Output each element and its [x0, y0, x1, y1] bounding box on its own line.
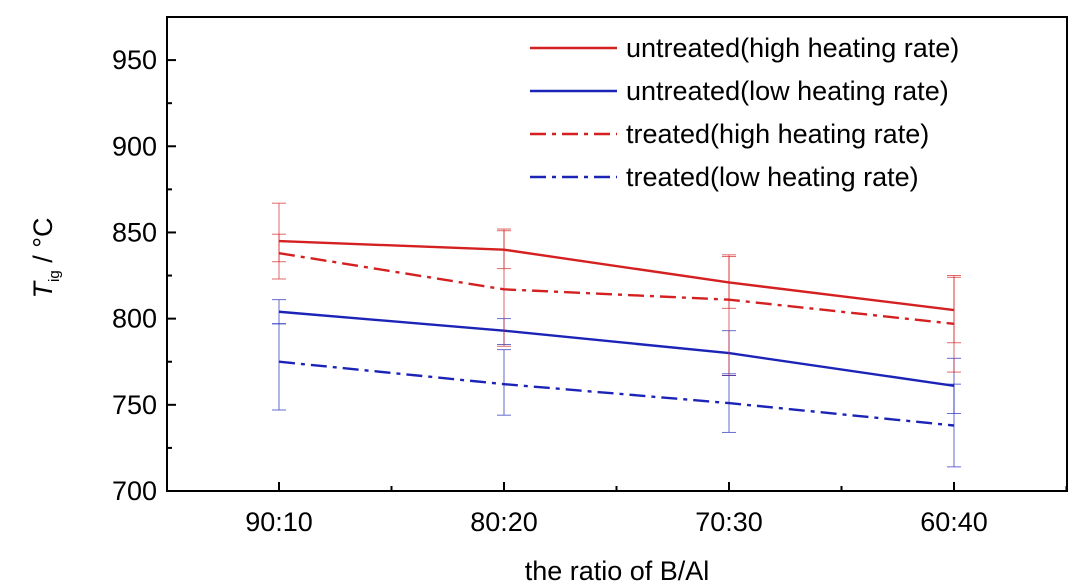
legend: untreated(high heating rate) untreated(lo…: [530, 33, 959, 192]
y-axis-label: Tig / °C: [28, 218, 63, 299]
x-tick-label: 90:10: [245, 507, 313, 537]
x-tick-label: 60:40: [920, 507, 988, 537]
y-axis-label-subscript: ig: [46, 270, 63, 282]
y-axis-label-unit: / °C: [28, 218, 58, 271]
error-bar: [722, 256, 736, 376]
legend-item: untreated(high heating rate): [530, 33, 959, 63]
legend-item: treated(high heating rate): [530, 119, 929, 149]
y-tick-label: 950: [112, 45, 157, 75]
svg-text:Tig / °C: Tig / °C: [28, 218, 63, 299]
y-tick-label: 700: [112, 476, 157, 506]
y-axis-label-main: T: [28, 280, 58, 299]
y-tick-label: 900: [112, 131, 157, 161]
series-4: [272, 323, 961, 468]
error-bar: [947, 276, 961, 373]
legend-item: treated(low heating rate): [530, 162, 919, 192]
series-1: [272, 202, 961, 344]
series-line: [278, 239, 955, 312]
legend-label: treated(high heating rate): [626, 119, 929, 149]
y-tick-label: 850: [112, 217, 157, 247]
legend-item: untreated(low heating rate): [530, 76, 949, 106]
x-tick-label: 70:30: [695, 507, 763, 537]
x-axis-label: the ratio of B/Al: [525, 556, 710, 585]
error-bar: [272, 323, 286, 411]
series-line: [278, 251, 955, 326]
error-bar: [497, 349, 511, 416]
series-2: [272, 299, 961, 414]
y-axis: 700 750 800 850 900 950: [112, 16, 176, 506]
legend-label: untreated(low heating rate): [626, 76, 949, 106]
error-bar: [272, 233, 286, 263]
y-tick-label: 800: [112, 304, 157, 334]
legend-label: untreated(high heating rate): [626, 33, 959, 63]
x-axis: 90:10 80:20 70:30 60:40: [245, 482, 1068, 537]
series-layer: [272, 202, 961, 468]
series-line: [278, 310, 955, 388]
legend-label: treated(low heating rate): [626, 162, 919, 192]
y-tick-label: 750: [112, 390, 157, 420]
series-3: [272, 230, 961, 376]
x-tick-label: 80:20: [470, 507, 538, 537]
